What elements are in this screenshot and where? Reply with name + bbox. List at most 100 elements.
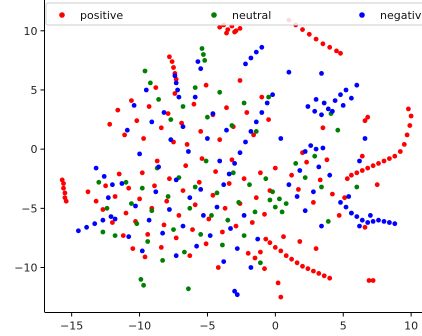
point-negative-10 bbox=[243, 139, 248, 145]
point-positive-79 bbox=[130, 246, 136, 252]
point-negative-97 bbox=[234, 246, 240, 252]
point-negative-94 bbox=[214, 204, 220, 210]
point-neutral-33 bbox=[96, 179, 102, 185]
point-positive-127 bbox=[146, 104, 152, 109]
point-positive-129 bbox=[158, 125, 164, 131]
point-negative-11 bbox=[248, 129, 254, 134]
point-positive-124 bbox=[129, 98, 134, 103]
point-positive-122 bbox=[115, 107, 121, 113]
point-negative-70 bbox=[180, 124, 186, 130]
x-tick-label: 0 bbox=[272, 320, 279, 333]
point-positive-78 bbox=[126, 185, 132, 191]
point-positive-150 bbox=[317, 177, 323, 183]
point-neutral-19 bbox=[209, 213, 214, 218]
point-positive-61 bbox=[313, 246, 319, 252]
point-positive-146 bbox=[289, 172, 294, 178]
point-positive-123 bbox=[122, 132, 127, 138]
point-negative-69 bbox=[173, 177, 179, 183]
point-neutral-35 bbox=[112, 233, 118, 239]
point-positive-35 bbox=[381, 158, 387, 164]
point-positive-95 bbox=[180, 188, 186, 194]
point-positive-134 bbox=[191, 101, 197, 107]
point-neutral-41 bbox=[180, 104, 186, 109]
point-negative-74 bbox=[205, 136, 210, 141]
point-negative-3 bbox=[176, 94, 182, 100]
point-positive-126 bbox=[141, 136, 147, 141]
point-positive-71 bbox=[100, 207, 106, 212]
point-negative-43 bbox=[370, 219, 376, 224]
point-negative-37 bbox=[338, 200, 343, 205]
point-neutral-57 bbox=[312, 153, 318, 159]
point-negative-36 bbox=[302, 149, 308, 154]
point-negative-108 bbox=[316, 164, 322, 170]
point-positive-156 bbox=[320, 125, 326, 131]
point-negative-79 bbox=[112, 216, 118, 222]
legend: positive neutral negative bbox=[45, 2, 422, 26]
point-neutral-36 bbox=[100, 229, 106, 235]
point-neutral-46 bbox=[241, 100, 247, 106]
point-neutral-39 bbox=[156, 97, 162, 102]
point-negative-57 bbox=[101, 174, 107, 179]
point-neutral-48 bbox=[266, 94, 271, 100]
point-positive-36 bbox=[387, 156, 392, 162]
point-negative-35 bbox=[320, 145, 326, 151]
point-neutral-63 bbox=[354, 184, 360, 190]
axes-layer bbox=[44, 0, 422, 313]
point-negative-6 bbox=[221, 182, 227, 188]
point-positive-103 bbox=[206, 216, 212, 222]
point-positive-53 bbox=[300, 263, 305, 269]
point-positive-120 bbox=[272, 165, 278, 171]
point-positive-132 bbox=[179, 120, 185, 126]
point-negative-31 bbox=[349, 95, 354, 101]
point-negative-98 bbox=[241, 213, 247, 218]
point-negative-62 bbox=[131, 103, 137, 108]
point-negative-77 bbox=[224, 127, 229, 133]
point-neutral-43 bbox=[205, 114, 210, 120]
point-positive-56 bbox=[316, 271, 322, 276]
point-positive-110 bbox=[229, 157, 235, 163]
point-negative-93 bbox=[207, 233, 213, 239]
point-positive-139 bbox=[224, 105, 229, 111]
point-positive-154 bbox=[342, 195, 347, 201]
point-positive-37 bbox=[392, 153, 398, 159]
point-positive-115 bbox=[249, 220, 255, 225]
point-positive-114 bbox=[245, 250, 251, 256]
point-positive-111 bbox=[233, 223, 239, 229]
point-negative-61 bbox=[124, 127, 130, 133]
point-positive-25 bbox=[327, 44, 333, 50]
point-positive-59 bbox=[281, 234, 286, 240]
point-neutral-25 bbox=[241, 233, 247, 239]
point-negative-111 bbox=[319, 71, 324, 76]
point-negative-72 bbox=[192, 94, 198, 100]
point-negative-51 bbox=[76, 228, 81, 234]
point-neutral-44 bbox=[217, 89, 223, 95]
point-neutral-23 bbox=[230, 170, 236, 176]
point-positive-21 bbox=[300, 27, 305, 32]
point-positive-39 bbox=[401, 142, 407, 147]
point-positive-96 bbox=[183, 163, 189, 169]
point-negative-24 bbox=[332, 98, 338, 103]
legend-marker-neutral bbox=[211, 12, 217, 18]
point-neutral-32 bbox=[186, 286, 191, 292]
point-positive-69 bbox=[85, 189, 91, 195]
point-positive-23 bbox=[313, 36, 319, 42]
points-layer bbox=[59, 17, 414, 300]
point-positive-147 bbox=[296, 187, 301, 192]
point-negative-50 bbox=[368, 213, 373, 218]
point-positive-31 bbox=[359, 168, 365, 173]
point-positive-63 bbox=[258, 249, 263, 255]
point-neutral-2 bbox=[202, 58, 208, 63]
point-negative-113 bbox=[362, 136, 368, 141]
y-tick-label: 5 bbox=[31, 84, 38, 97]
point-negative-14 bbox=[264, 100, 270, 106]
point-negative-76 bbox=[217, 158, 223, 164]
point-neutral-26 bbox=[247, 182, 252, 188]
point-negative-75 bbox=[210, 111, 216, 116]
point-negative-17 bbox=[248, 55, 254, 61]
point-positive-102 bbox=[203, 241, 209, 247]
point-negative-45 bbox=[381, 219, 387, 224]
point-positive-32 bbox=[365, 165, 371, 171]
point-positive-159 bbox=[362, 224, 368, 230]
point-negative-41 bbox=[359, 217, 365, 223]
point-positive-152 bbox=[330, 191, 335, 197]
